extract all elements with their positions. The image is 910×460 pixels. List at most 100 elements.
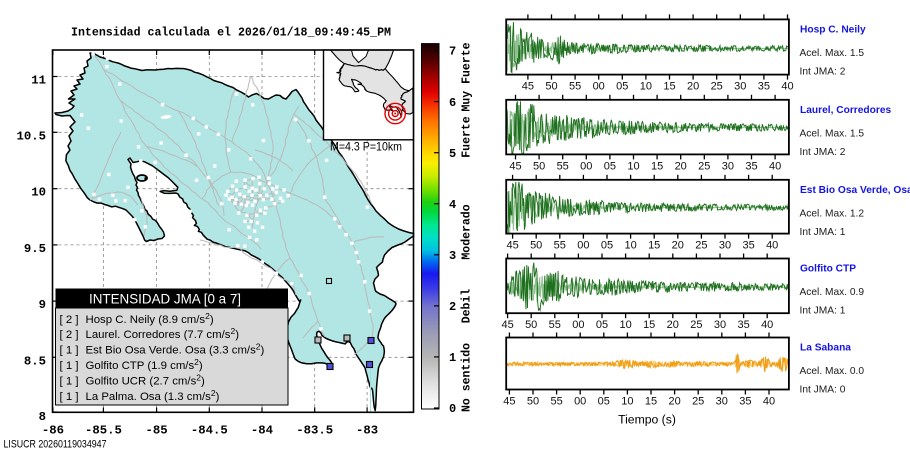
svg-text:35: 35 bbox=[737, 319, 749, 331]
svg-text:[ 1 ]Golfito CTP (1.9 cm/s2): [ 1 ] Golfito CTP (1.9 cm/s2) bbox=[60, 357, 203, 372]
svg-text:05: 05 bbox=[616, 81, 628, 93]
svg-text:4: 4 bbox=[449, 198, 456, 212]
svg-text:10.5: 10.5 bbox=[16, 129, 46, 143]
svg-text:15: 15 bbox=[663, 81, 675, 93]
svg-text:55: 55 bbox=[554, 240, 566, 252]
svg-text:LISUCR 20260119034947: LISUCR 20260119034947 bbox=[4, 439, 107, 451]
svg-text:05: 05 bbox=[604, 160, 616, 172]
svg-text:Int JMA: 1: Int JMA: 1 bbox=[800, 306, 846, 317]
svg-text:15: 15 bbox=[648, 240, 660, 252]
svg-text:45: 45 bbox=[501, 319, 513, 331]
svg-text:55: 55 bbox=[549, 319, 561, 331]
svg-text:10: 10 bbox=[619, 319, 631, 331]
svg-text:11: 11 bbox=[31, 74, 46, 88]
svg-text:10: 10 bbox=[624, 240, 636, 252]
svg-text:35: 35 bbox=[745, 160, 757, 172]
svg-text:20: 20 bbox=[668, 396, 680, 408]
svg-text:40: 40 bbox=[766, 240, 778, 252]
svg-text:25: 25 bbox=[690, 319, 702, 331]
svg-text:30: 30 bbox=[722, 160, 734, 172]
svg-text:Est Bio Osa Verde, Osa: Est Bio Osa Verde, Osa bbox=[800, 185, 910, 196]
svg-text:Int JMA: 2: Int JMA: 2 bbox=[800, 147, 846, 158]
svg-text:50: 50 bbox=[527, 396, 539, 408]
svg-text:25: 25 bbox=[695, 240, 707, 252]
svg-text:M=4.3 P=10km: M=4.3 P=10km bbox=[330, 140, 402, 154]
svg-text:Acel. Max. 1.2: Acel. Max. 1.2 bbox=[800, 208, 865, 219]
svg-text:-84.5: -84.5 bbox=[191, 424, 228, 438]
svg-text:-85: -85 bbox=[146, 424, 168, 438]
svg-text:Hosp C. Neily: Hosp C. Neily bbox=[800, 24, 866, 35]
svg-text:45: 45 bbox=[522, 81, 534, 93]
svg-text:20: 20 bbox=[672, 240, 684, 252]
svg-text:7: 7 bbox=[449, 45, 456, 59]
svg-text:55: 55 bbox=[557, 160, 569, 172]
svg-text:-84: -84 bbox=[251, 424, 274, 438]
svg-text:15: 15 bbox=[645, 396, 657, 408]
svg-text:45: 45 bbox=[509, 160, 521, 172]
svg-text:35: 35 bbox=[739, 396, 751, 408]
svg-text:0: 0 bbox=[449, 402, 456, 416]
svg-text:50: 50 bbox=[533, 160, 545, 172]
svg-text:Int JMA: 0: Int JMA: 0 bbox=[800, 385, 846, 396]
svg-text:40: 40 bbox=[763, 396, 775, 408]
svg-text:20: 20 bbox=[687, 81, 699, 93]
svg-text:25: 25 bbox=[711, 81, 723, 93]
svg-text:Debil: Debil bbox=[461, 289, 474, 324]
svg-text:Acel. Max. 0.0: Acel. Max. 0.0 bbox=[800, 366, 865, 377]
svg-text:50: 50 bbox=[525, 319, 537, 331]
svg-text:40: 40 bbox=[781, 81, 793, 93]
svg-text:15: 15 bbox=[643, 319, 655, 331]
svg-text:8.5: 8.5 bbox=[24, 354, 46, 368]
svg-text:-86: -86 bbox=[42, 424, 64, 438]
svg-text:10: 10 bbox=[640, 81, 652, 93]
svg-text:3: 3 bbox=[449, 249, 456, 263]
svg-text:No sentido: No sentido bbox=[461, 343, 474, 412]
svg-text:8: 8 bbox=[39, 410, 46, 424]
svg-text:05: 05 bbox=[601, 240, 613, 252]
svg-text:9.5: 9.5 bbox=[24, 242, 46, 256]
svg-text:40: 40 bbox=[761, 319, 773, 331]
svg-text:00: 00 bbox=[572, 319, 584, 331]
svg-text:Tiempo (s): Tiempo (s) bbox=[618, 413, 676, 427]
svg-text:45: 45 bbox=[503, 396, 515, 408]
svg-text:INTENSIDAD JMA [0 a 7]: INTENSIDAD JMA [0 a 7] bbox=[89, 291, 241, 306]
svg-text:05: 05 bbox=[598, 396, 610, 408]
svg-text:Acel. Max. 1.5: Acel. Max. 1.5 bbox=[800, 128, 865, 139]
svg-text:Int JMA: 1: Int JMA: 1 bbox=[800, 227, 846, 238]
svg-text:45: 45 bbox=[506, 240, 518, 252]
svg-text:Laurel, Corredores: Laurel, Corredores bbox=[800, 105, 891, 116]
svg-text:00: 00 bbox=[593, 81, 605, 93]
svg-text:10: 10 bbox=[31, 186, 46, 200]
svg-text:Muy Fuerte: Muy Fuerte bbox=[461, 42, 474, 111]
svg-text:Fuerte: Fuerte bbox=[461, 116, 474, 158]
svg-text:1: 1 bbox=[449, 351, 456, 365]
svg-text:30: 30 bbox=[716, 396, 728, 408]
svg-text:40: 40 bbox=[769, 160, 781, 172]
svg-text:00: 00 bbox=[580, 160, 592, 172]
svg-text:La Sabana: La Sabana bbox=[800, 343, 851, 354]
svg-text:-85.5: -85.5 bbox=[85, 424, 122, 438]
svg-text:5: 5 bbox=[449, 147, 456, 161]
svg-text:00: 00 bbox=[577, 240, 589, 252]
svg-text:6: 6 bbox=[449, 96, 456, 110]
svg-text:20: 20 bbox=[667, 319, 679, 331]
svg-text:[ 1 ]Golfito UCR (2.7 cm/s2): [ 1 ] Golfito UCR (2.7 cm/s2) bbox=[60, 372, 206, 387]
svg-text:[ 2 ]Laurel. Corredores (7.7 c: [ 2 ] Laurel. Corredores (7.7 cm/s2) bbox=[60, 326, 240, 341]
svg-text:Acel. Max. 1.5: Acel. Max. 1.5 bbox=[800, 48, 865, 59]
svg-text:9: 9 bbox=[39, 298, 46, 312]
svg-text:50: 50 bbox=[530, 240, 542, 252]
svg-text:-83: -83 bbox=[356, 424, 378, 438]
svg-text:[ 2 ]Hosp C. Neily (8.9 cm/s2): [ 2 ] Hosp C. Neily (8.9 cm/s2) bbox=[60, 311, 214, 326]
svg-text:Acel. Max. 0.9: Acel. Max. 0.9 bbox=[800, 287, 865, 298]
svg-text:25: 25 bbox=[692, 396, 704, 408]
svg-text:50: 50 bbox=[545, 81, 557, 93]
svg-text:30: 30 bbox=[714, 319, 726, 331]
svg-text:[ 1 ]Est Bio Osa Verde. Osa (3: [ 1 ] Est Bio Osa Verde. Osa (3.3 cm/s2) bbox=[60, 342, 265, 357]
svg-text:Int JMA: 2: Int JMA: 2 bbox=[800, 66, 846, 77]
svg-text:00: 00 bbox=[574, 396, 586, 408]
svg-text:2: 2 bbox=[449, 300, 456, 314]
svg-text:30: 30 bbox=[719, 240, 731, 252]
svg-text:55: 55 bbox=[550, 396, 562, 408]
svg-text:55: 55 bbox=[569, 81, 581, 93]
svg-text:35: 35 bbox=[758, 81, 770, 93]
